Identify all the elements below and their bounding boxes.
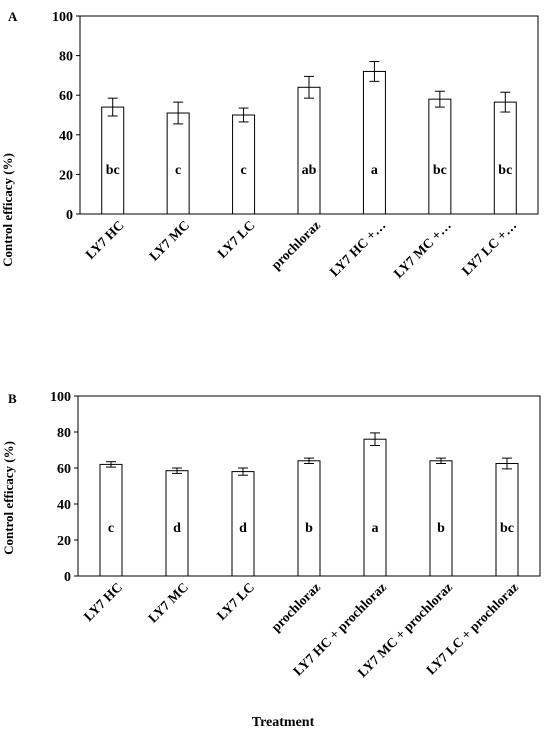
panel-b-bar bbox=[297, 460, 321, 577]
panel-a-bar bbox=[362, 70, 386, 215]
panel-b-y-tick-label: 80 bbox=[57, 426, 71, 441]
panel-a-y-tick-label: 40 bbox=[59, 129, 73, 144]
panel-b-x-tick-label: LY7 HC bbox=[81, 580, 125, 624]
panel-a-significance-letter: bc bbox=[433, 163, 447, 178]
panel-a-y-axis-label: Control efficacy (%) bbox=[0, 153, 15, 267]
panel-b-bar bbox=[495, 463, 519, 577]
panel-a-x-tick-label: LY7 MC bbox=[146, 218, 192, 264]
x-axis-title: Treatment bbox=[252, 715, 315, 730]
panel-a-significance-letter: c bbox=[175, 163, 181, 178]
panel-a-x-tick-label: LY7 MC +… bbox=[391, 218, 454, 281]
panel-a-bar bbox=[493, 101, 517, 215]
panel-b-label: B bbox=[8, 391, 17, 406]
panel-b-significance-letter: c bbox=[108, 521, 114, 536]
panel-a-bar bbox=[101, 106, 125, 215]
panel-b-bar bbox=[363, 438, 387, 577]
panel-a-bar bbox=[428, 98, 452, 215]
panel-a-x-tick-label: LY7 LC bbox=[214, 218, 257, 261]
panel-b-significance-letter: bc bbox=[500, 521, 514, 536]
panel-a-y-tick-label: 80 bbox=[59, 50, 73, 65]
panel-a-bar bbox=[297, 86, 321, 215]
panel-a-significance-letter: bc bbox=[106, 163, 120, 178]
panel-b-y-tick-label: 0 bbox=[64, 570, 71, 585]
panel-b-significance-letter: d bbox=[239, 521, 247, 536]
panel-b-y-tick-label: 20 bbox=[57, 534, 71, 549]
panel-a-y-tick-label: 20 bbox=[59, 168, 73, 183]
panel-b-bar bbox=[429, 460, 453, 577]
panel-b-y-tick-label: 40 bbox=[57, 498, 71, 513]
panel-a-y-tick-label: 100 bbox=[52, 10, 73, 25]
chart-panel-b: 0 20 40 60 80 100 c LY7 HC d LY7 MC d LY7 LC b prochl… bbox=[50, 390, 541, 680]
panel-a-x-tick-label: LY7 HC bbox=[82, 218, 126, 262]
panel-a-x-tick-label: LY7 LC +… bbox=[459, 218, 520, 279]
panel-b-x-tick-label: LY7 MC bbox=[145, 580, 191, 626]
panel-b-significance-letter: b bbox=[305, 521, 313, 536]
panel-b-significance-letter: b bbox=[437, 521, 445, 536]
panel-b-significance-letter: d bbox=[173, 521, 181, 536]
panel-a-significance-letter: ab bbox=[302, 163, 317, 178]
panel-a-y-tick-label: 60 bbox=[59, 89, 73, 104]
panel-a-x-tick-label: LY7 HC +… bbox=[327, 218, 389, 280]
panel-a-y-tick-label: 0 bbox=[66, 208, 73, 223]
panel-b-y-tick-label: 100 bbox=[50, 390, 71, 405]
panel-a-significance-letter: a bbox=[371, 163, 378, 178]
panel-a-significance-letter: bc bbox=[498, 163, 512, 178]
panel-b-significance-letter: a bbox=[372, 521, 379, 536]
panel-a-significance-letter: c bbox=[240, 163, 246, 178]
panel-a-label: A bbox=[8, 9, 18, 24]
panel-a-x-tick-label: prochloraz bbox=[268, 218, 323, 273]
panel-b-y-tick-label: 60 bbox=[57, 462, 71, 477]
panel-b-x-tick-label: LY7 LC bbox=[214, 580, 257, 623]
chart-panel-a: 0 20 40 60 80 100 bc LY7 HC c LY7 MC c LY7 LC ab proc… bbox=[52, 10, 539, 281]
panel-b-x-tick-label: prochloraz bbox=[268, 580, 323, 635]
panel-b-y-axis-label: Control efficacy (%) bbox=[1, 441, 16, 555]
